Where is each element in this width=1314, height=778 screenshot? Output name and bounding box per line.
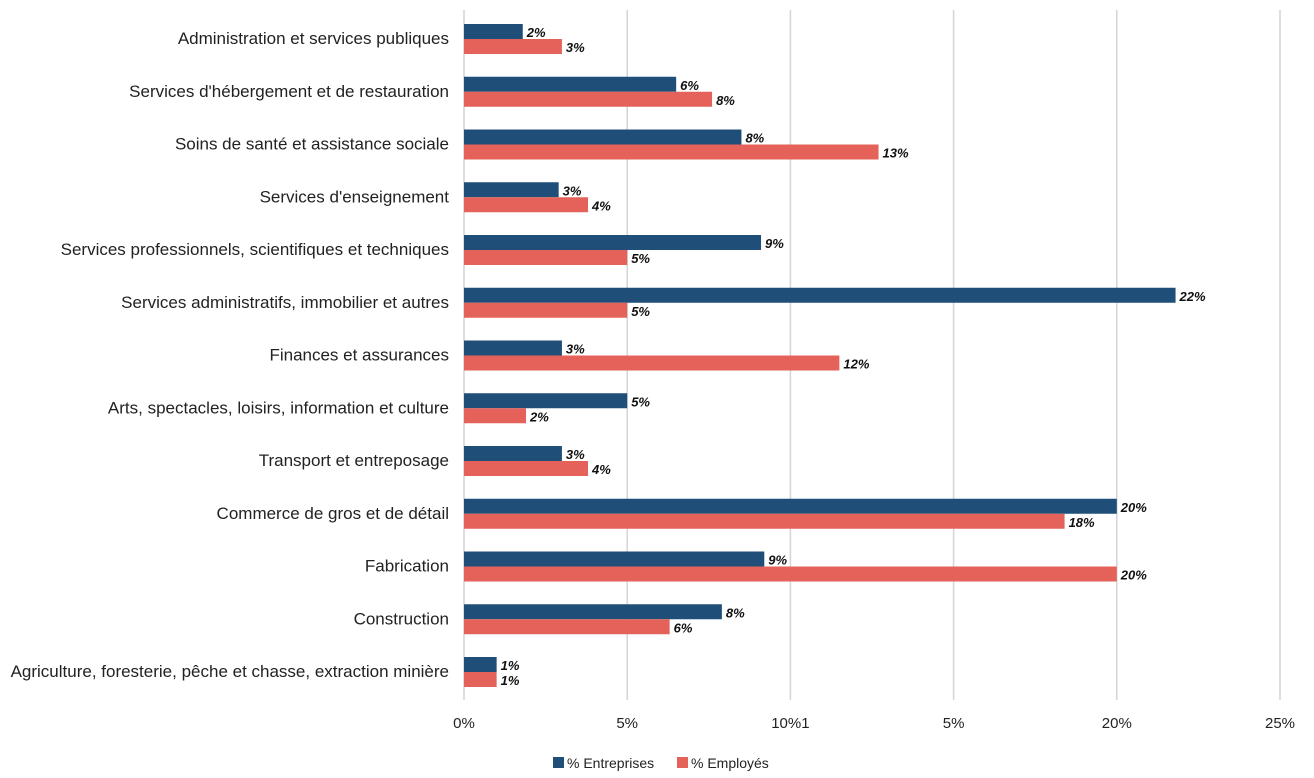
data-label: 4% xyxy=(591,198,611,213)
data-label: 3% xyxy=(566,447,585,462)
data-label: 5% xyxy=(631,394,650,409)
bar xyxy=(464,513,1065,529)
data-label: 22% xyxy=(1179,289,1206,304)
x-tick-label: 5% xyxy=(943,715,965,732)
bar xyxy=(464,340,562,356)
category-label: Administration et services publiques xyxy=(178,29,449,48)
bar xyxy=(464,39,562,54)
category-label: Services d'hébergement et de restauratio… xyxy=(129,82,449,101)
bar xyxy=(464,551,765,567)
category-label: Fabrication xyxy=(365,557,449,576)
legend-label: % Entreprises xyxy=(567,755,654,771)
data-label: 13% xyxy=(883,146,909,161)
data-label: 2% xyxy=(526,25,546,40)
legend-swatch xyxy=(677,757,688,768)
bar xyxy=(464,235,762,250)
bar xyxy=(464,566,1117,582)
bar xyxy=(464,129,742,145)
bar xyxy=(464,302,628,318)
bar xyxy=(464,657,497,672)
data-label: 5% xyxy=(631,304,650,319)
category-label: Agriculture, foresterie, pêche et chasse… xyxy=(11,662,449,681)
category-label: Arts, spectacles, loisirs, information e… xyxy=(108,398,449,417)
bar xyxy=(464,393,628,409)
data-label: 9% xyxy=(768,553,787,568)
bar xyxy=(464,672,497,687)
data-label: 3% xyxy=(566,342,585,357)
data-label: 9% xyxy=(765,236,784,251)
data-label: 2% xyxy=(529,409,549,424)
data-label: 1% xyxy=(501,658,520,673)
bar xyxy=(464,197,589,213)
bar xyxy=(464,619,670,635)
bar xyxy=(464,446,562,461)
category-label: Services administratifs, immobilier et a… xyxy=(121,293,449,312)
legend-swatch xyxy=(553,757,564,768)
data-label: 6% xyxy=(674,620,693,635)
bar xyxy=(464,355,840,371)
bar xyxy=(464,250,628,265)
bar xyxy=(464,287,1176,303)
category-label: Services professionnels, scientifiques e… xyxy=(61,240,449,259)
data-label: 18% xyxy=(1069,515,1095,530)
category-label: Soins de santé et assistance sociale xyxy=(175,135,449,154)
category-label: Commerce de gros et de détail xyxy=(217,504,449,523)
category-label: Services d'enseignement xyxy=(260,187,450,206)
data-label: 8% xyxy=(716,93,735,108)
data-label: 8% xyxy=(726,605,745,620)
data-label: 6% xyxy=(680,78,699,93)
data-label: 12% xyxy=(843,357,869,372)
bar xyxy=(464,498,1117,514)
category-label: Construction xyxy=(354,609,449,628)
bar xyxy=(464,91,713,107)
bar xyxy=(464,604,722,620)
category-label: Transport et entreposage xyxy=(259,451,449,470)
data-label: 4% xyxy=(591,462,611,477)
data-label: 5% xyxy=(631,251,650,266)
data-label: 1% xyxy=(501,673,520,688)
data-label: 3% xyxy=(566,40,585,55)
x-tick-label: 10%1 xyxy=(771,715,809,732)
bar xyxy=(464,461,589,476)
data-label: 20% xyxy=(1120,500,1147,515)
x-tick-label: 20% xyxy=(1102,715,1132,732)
bar xyxy=(464,144,879,160)
bar xyxy=(464,24,523,39)
bar xyxy=(464,408,527,424)
legend-label: % Employés xyxy=(691,755,769,771)
x-tick-label: 5% xyxy=(616,715,638,732)
data-label: 20% xyxy=(1120,568,1147,583)
x-tick-label: 25% xyxy=(1265,715,1295,732)
bar xyxy=(464,76,677,92)
data-label: 8% xyxy=(745,131,764,146)
x-tick-label: 0% xyxy=(453,715,475,732)
data-label: 3% xyxy=(563,183,582,198)
bar xyxy=(464,182,559,198)
category-label: Finances et assurances xyxy=(269,346,449,365)
